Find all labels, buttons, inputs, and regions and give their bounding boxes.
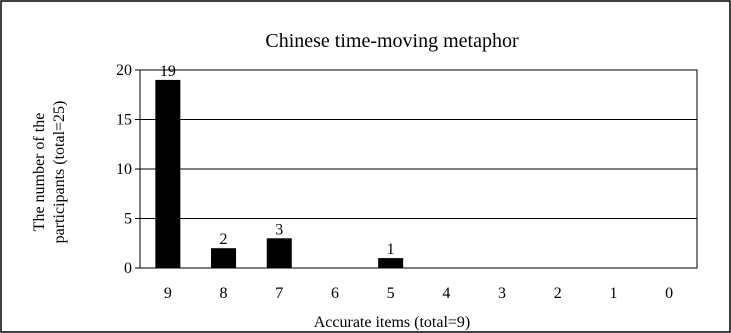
x-tick-label: 0 bbox=[665, 285, 673, 302]
x-tick-label: 6 bbox=[331, 285, 339, 302]
y-axis-label: The number of the participants (total=25… bbox=[31, 101, 68, 244]
bars bbox=[155, 79, 404, 269]
x-tick-label: 3 bbox=[498, 285, 506, 302]
data-label: 1 bbox=[387, 241, 395, 258]
bar bbox=[378, 258, 404, 268]
data-labels: 19 2 3 1 bbox=[160, 63, 395, 258]
x-tick-label: 9 bbox=[164, 285, 172, 302]
data-label: 3 bbox=[275, 221, 283, 238]
x-tick-label: 5 bbox=[387, 285, 395, 302]
y-axis-ticks: 0 5 10 15 20 bbox=[116, 62, 140, 277]
x-axis-label: Accurate items (total=9) bbox=[314, 314, 471, 331]
bar bbox=[155, 79, 181, 269]
y-tick-label: 0 bbox=[124, 260, 132, 277]
x-tick-label: 8 bbox=[220, 285, 228, 302]
x-axis-ticks: 9 8 7 6 5 4 3 2 1 0 bbox=[164, 285, 673, 302]
bar bbox=[211, 248, 237, 268]
x-tick-label: 1 bbox=[609, 285, 617, 302]
data-label: 2 bbox=[220, 231, 228, 248]
y-tick-label: 20 bbox=[116, 62, 132, 79]
y-axis-label-line-2: participants (total=25) bbox=[51, 101, 68, 244]
gridlines bbox=[140, 119, 697, 219]
y-tick-label: 15 bbox=[116, 112, 132, 129]
x-tick-label: 2 bbox=[554, 285, 562, 302]
bar bbox=[266, 238, 292, 268]
y-axis-label-line-1: The number of the bbox=[31, 113, 48, 232]
y-tick-label: 5 bbox=[124, 211, 132, 228]
data-label: 19 bbox=[160, 63, 176, 80]
x-tick-label: 7 bbox=[275, 285, 283, 302]
x-tick-label: 4 bbox=[442, 285, 450, 302]
chart-title: Chinese time-moving metaphor bbox=[265, 30, 519, 52]
y-tick-label: 10 bbox=[116, 161, 132, 178]
